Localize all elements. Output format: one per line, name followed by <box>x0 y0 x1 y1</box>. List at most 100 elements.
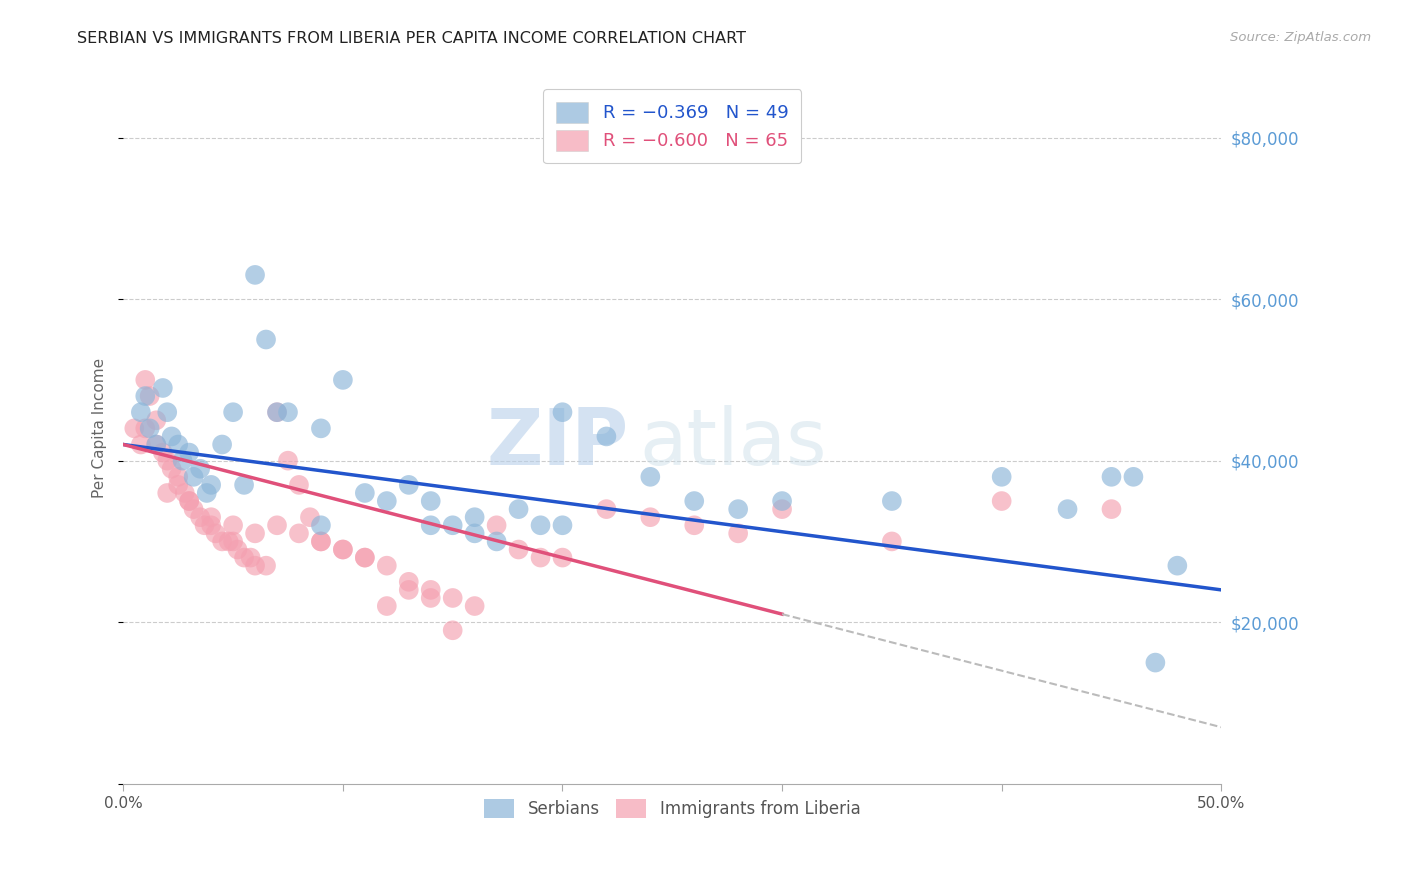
Point <box>188 510 211 524</box>
Point <box>188 461 211 475</box>
Point <box>595 502 617 516</box>
Point <box>529 518 551 533</box>
Point <box>485 518 508 533</box>
Point <box>243 526 266 541</box>
Point <box>464 510 486 524</box>
Y-axis label: Per Capita Income: Per Capita Income <box>93 359 107 499</box>
Point <box>124 421 146 435</box>
Point <box>179 445 201 459</box>
Point <box>1122 470 1144 484</box>
Point <box>441 518 464 533</box>
Point <box>218 534 240 549</box>
Point <box>551 550 574 565</box>
Point <box>298 510 321 524</box>
Point <box>145 437 167 451</box>
Point <box>595 429 617 443</box>
Point <box>266 405 288 419</box>
Point <box>200 478 222 492</box>
Point <box>204 526 226 541</box>
Point <box>683 518 706 533</box>
Point <box>683 494 706 508</box>
Point <box>183 470 205 484</box>
Point <box>156 486 179 500</box>
Point <box>485 534 508 549</box>
Point <box>254 333 277 347</box>
Point <box>156 453 179 467</box>
Point <box>990 494 1012 508</box>
Point <box>152 381 174 395</box>
Point <box>239 550 262 565</box>
Legend: Serbians, Immigrants from Liberia: Serbians, Immigrants from Liberia <box>478 793 868 825</box>
Point <box>640 510 662 524</box>
Point <box>226 542 249 557</box>
Point <box>145 437 167 451</box>
Point <box>138 421 160 435</box>
Point <box>419 494 441 508</box>
Point <box>138 389 160 403</box>
Point <box>375 599 398 613</box>
Point <box>529 550 551 565</box>
Point <box>222 518 245 533</box>
Point <box>441 591 464 605</box>
Point <box>309 534 332 549</box>
Point <box>398 478 420 492</box>
Point <box>152 445 174 459</box>
Point <box>398 574 420 589</box>
Point <box>160 429 183 443</box>
Text: Source: ZipAtlas.com: Source: ZipAtlas.com <box>1230 31 1371 45</box>
Point <box>770 502 793 516</box>
Text: ZIP: ZIP <box>486 405 628 481</box>
Point <box>233 550 256 565</box>
Point <box>332 542 354 557</box>
Point <box>551 518 574 533</box>
Point <box>398 582 420 597</box>
Point <box>441 624 464 638</box>
Point <box>288 526 311 541</box>
Point <box>332 542 354 557</box>
Point <box>727 526 749 541</box>
Point <box>167 437 190 451</box>
Point <box>551 405 574 419</box>
Point <box>172 453 194 467</box>
Point <box>288 478 311 492</box>
Point <box>464 526 486 541</box>
Point <box>419 582 441 597</box>
Point <box>508 502 530 516</box>
Point <box>266 518 288 533</box>
Point <box>1101 470 1123 484</box>
Point <box>179 494 201 508</box>
Point <box>211 534 233 549</box>
Point <box>990 470 1012 484</box>
Point <box>266 405 288 419</box>
Point <box>222 534 245 549</box>
Point <box>309 421 332 435</box>
Point <box>353 550 375 565</box>
Point <box>353 550 375 565</box>
Point <box>419 518 441 533</box>
Point <box>1166 558 1188 573</box>
Point <box>183 502 205 516</box>
Point <box>167 470 190 484</box>
Point <box>134 421 156 435</box>
Point <box>640 470 662 484</box>
Point <box>419 591 441 605</box>
Point <box>173 486 195 500</box>
Point <box>222 405 245 419</box>
Point <box>200 518 222 533</box>
Point <box>233 478 256 492</box>
Point <box>134 373 156 387</box>
Point <box>1056 502 1078 516</box>
Point <box>375 558 398 573</box>
Point <box>160 461 183 475</box>
Point <box>277 405 299 419</box>
Point <box>200 510 222 524</box>
Point <box>375 494 398 508</box>
Point <box>193 518 215 533</box>
Point <box>129 437 152 451</box>
Text: atlas: atlas <box>640 405 827 481</box>
Point <box>195 486 218 500</box>
Point <box>880 534 903 549</box>
Point <box>211 437 233 451</box>
Point <box>243 558 266 573</box>
Point <box>880 494 903 508</box>
